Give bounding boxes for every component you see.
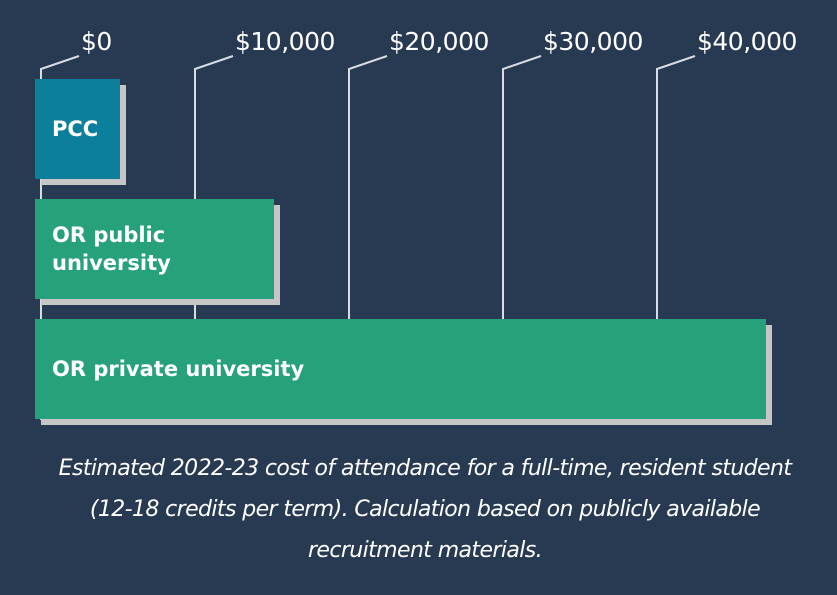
tick-label-0: $0 [81, 27, 112, 56]
gridline-40000 [656, 55, 696, 420]
bar-label-pcc: PCC [52, 117, 99, 141]
bar-or-private-university: OR private university [35, 319, 766, 419]
bar-pcc: PCC [35, 79, 120, 179]
gridline-20000 [348, 55, 388, 420]
tick-label-40000: $40,000 [697, 27, 797, 56]
tick-label-10000: $10,000 [235, 27, 335, 56]
bar-label-private: OR private university [52, 357, 305, 381]
chart-caption: Estimated 2022-23 cost of attendance for… [58, 456, 792, 563]
tick-label-20000: $20,000 [389, 27, 489, 56]
cost-bar-chart: $0 $10,000 $20,000 $30,000 $40,000 PCC O… [35, 27, 797, 425]
bar-label-public: OR public university [52, 223, 171, 275]
gridline-30000 [502, 55, 542, 420]
tick-label-30000: $30,000 [543, 27, 643, 56]
bar-or-public-university: OR public university [35, 199, 274, 299]
